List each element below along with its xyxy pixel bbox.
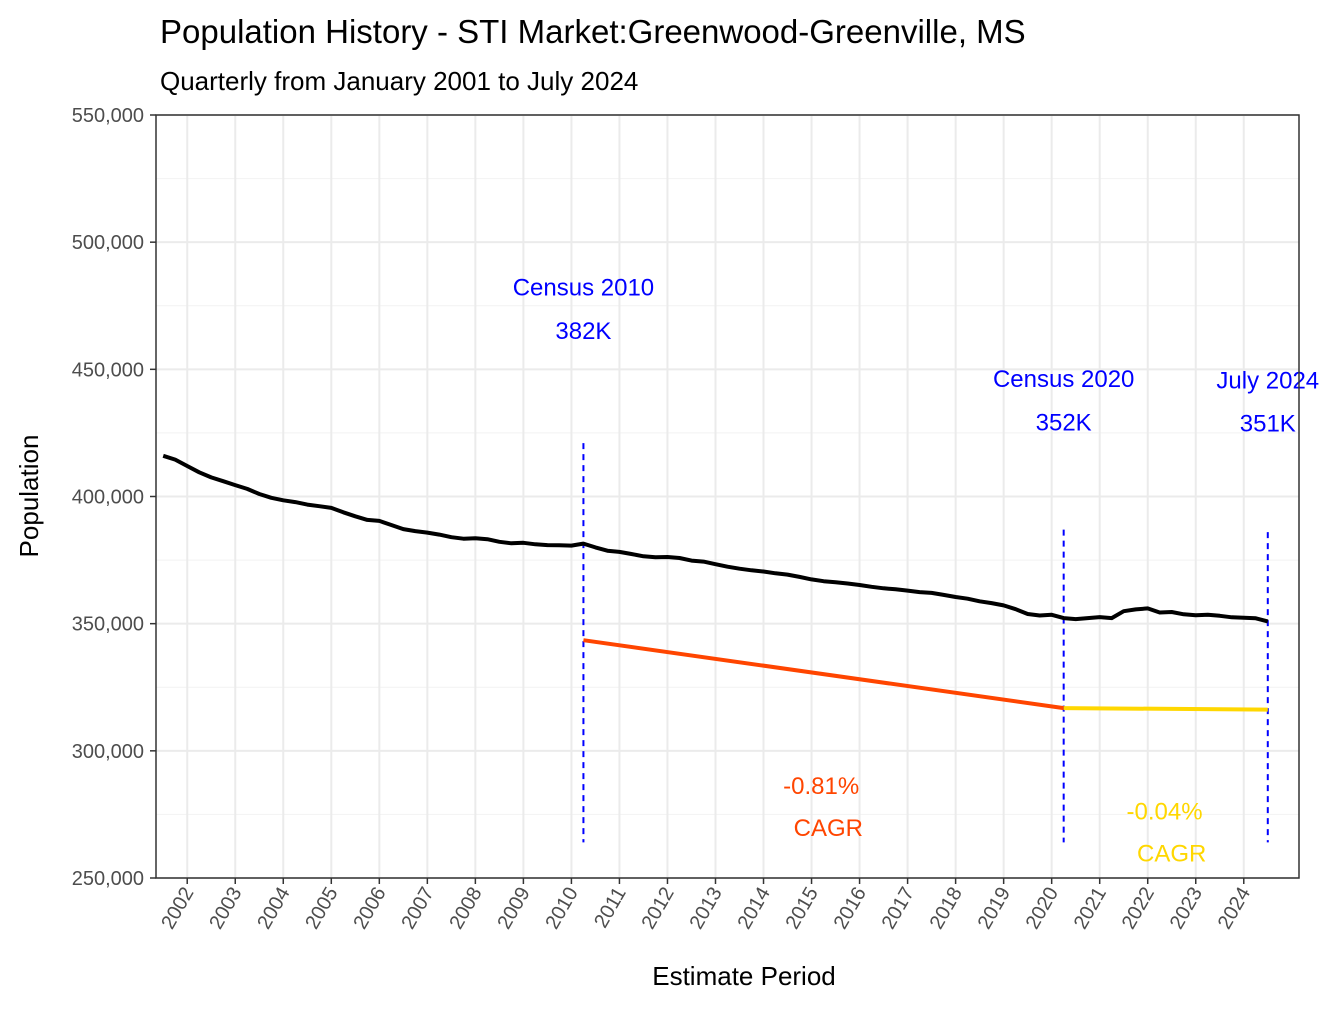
- x-tick-label: 2007: [397, 884, 438, 934]
- census-2010-label: Census 2010: [513, 275, 654, 302]
- y-tick-label: 300,000: [72, 741, 144, 763]
- x-tick-label: 2004: [253, 884, 294, 934]
- cagr-2010-2020-label: CAGR: [794, 815, 863, 842]
- series-line-0: [162, 453, 1269, 624]
- x-tick-label: 2010: [541, 884, 582, 934]
- grid-lines: [156, 114, 1299, 879]
- x-tick-label: 2002: [157, 884, 198, 934]
- x-tick-label: 2012: [637, 884, 678, 934]
- x-tick-label: 2017: [878, 884, 919, 934]
- y-tick-label: 500,000: [72, 232, 144, 254]
- y-tick-label: 400,000: [72, 487, 144, 509]
- chart-subtitle: Quarterly from January 2001 to July 2024: [160, 66, 638, 96]
- x-tick-label: 2024: [1214, 884, 1255, 934]
- x-tick-label: 2011: [590, 884, 631, 932]
- x-tick-label: 2018: [926, 884, 967, 934]
- x-tick-label: 2006: [349, 884, 390, 934]
- y-tick-label: 250,000: [72, 868, 144, 890]
- y-axis-title: Population: [14, 435, 44, 558]
- cagr-2020-2024-value: -0.04%: [1127, 799, 1203, 826]
- census-2020-label: Census 2020: [993, 366, 1134, 393]
- census-2020-value: 352K: [1036, 409, 1092, 436]
- x-tick-label: 2022: [1118, 884, 1159, 934]
- x-tick-label: 2019: [974, 884, 1015, 934]
- x-tick-label: 2020: [1022, 884, 1063, 934]
- cagr-2020-2024-label: CAGR: [1137, 840, 1206, 867]
- x-tick-label: 2021: [1070, 884, 1111, 934]
- y-tick-label: 450,000: [72, 359, 144, 381]
- july-2024-value: 351K: [1240, 411, 1296, 438]
- data-series: [162, 453, 1269, 712]
- x-tick-label: 2014: [734, 884, 775, 934]
- y-axis: 250,000 300,000 350,000 400,000 450,000 500,0…: [72, 105, 156, 890]
- x-tick-label: 2015: [782, 884, 823, 934]
- series-line-2: [1063, 706, 1268, 712]
- series-line-1: [583, 638, 1064, 711]
- july-2024-label: July 2024: [1216, 367, 1319, 394]
- x-tick-label: 2016: [830, 884, 871, 934]
- x-axis-title: Estimate Period: [652, 961, 836, 991]
- x-tick-label: 2005: [301, 884, 342, 934]
- census-2010-value: 382K: [555, 318, 611, 345]
- chart-title: Population History - STI Market:Greenwoo…: [160, 13, 1026, 50]
- cagr-2010-2020-value: -0.81%: [783, 773, 859, 800]
- y-tick-label: 550,000: [72, 105, 144, 127]
- census-markers: [582, 443, 1269, 843]
- x-tick-label: 2009: [493, 884, 534, 934]
- x-axis: 2002 2003 2004 2005 2006 2007 2008 2009 2010 2011…: [157, 878, 1255, 933]
- annotations: Census 2010 382K Census 2020 352K July 2024 3…: [513, 275, 1319, 868]
- y-tick-label: 350,000: [72, 614, 144, 636]
- x-tick-label: 2023: [1166, 884, 1207, 934]
- x-tick-label: 2013: [686, 884, 727, 934]
- x-tick-label: 2003: [205, 884, 246, 934]
- x-tick-label: 2008: [445, 884, 486, 934]
